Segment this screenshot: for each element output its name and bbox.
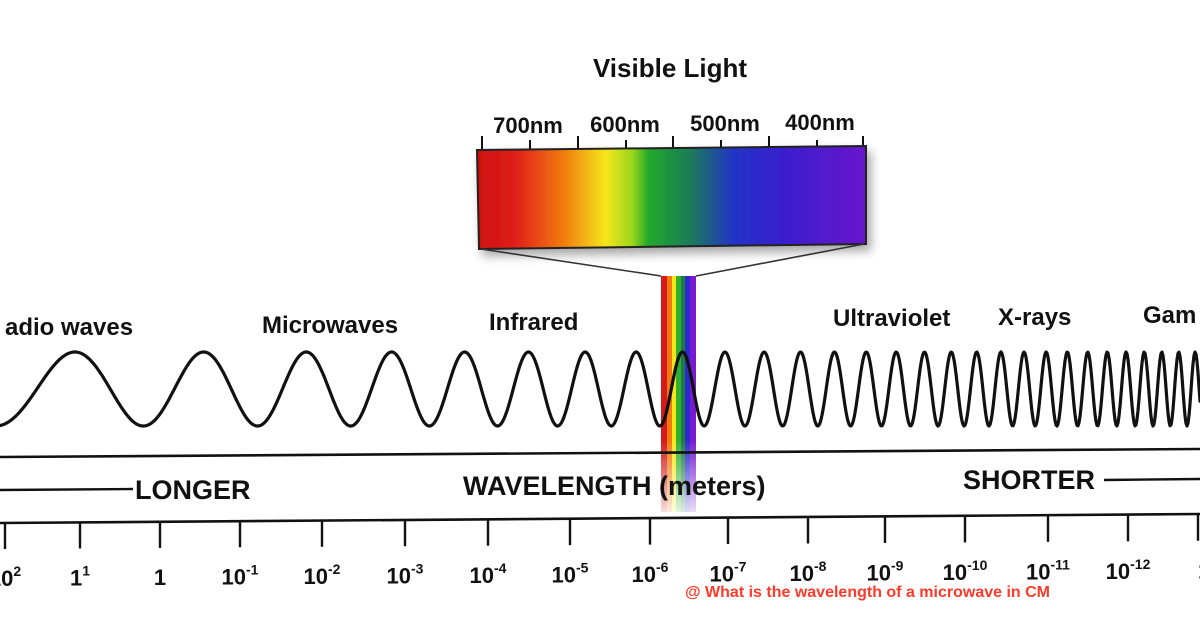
nm-label-700: 700nm [493, 113, 563, 138]
shorter-label: SHORTER [963, 465, 1095, 495]
longer-label: LONGER [135, 475, 251, 505]
axis-tick-label: 10-4 [470, 560, 507, 588]
axis-tick-label: 10-6 [632, 559, 669, 587]
axis-tick-label: 10-7 [710, 559, 747, 587]
axis-tick-label: 10 [1198, 559, 1200, 584]
axis-tick-label: 10-3 [387, 561, 424, 589]
direction-lines [0, 477, 1200, 492]
nm-label-600: 600nm [590, 112, 660, 137]
axis-band [0, 447, 1200, 525]
axis-tick-label: 10-2 [304, 561, 341, 589]
nm-label-400: 400nm [785, 110, 855, 135]
band-labels: adio waves Microwaves Infrared Ultraviol… [5, 302, 1196, 341]
em-wave [0, 350, 1200, 428]
spectrum-funnel [480, 243, 865, 277]
visible-light-title: Visible Light [593, 53, 747, 83]
axis-tick-label: 102 [0, 563, 21, 591]
axis-tick-label: 10-1 [222, 562, 259, 590]
axis-tick-label: 11 [70, 563, 90, 591]
band-gamma: Gam [1143, 302, 1196, 329]
axis-tick-label: 10-5 [552, 560, 589, 588]
axis-tick-label: 10-11 [1026, 557, 1070, 585]
axis-tick-label: 10-12 [1106, 556, 1151, 584]
band-radio-waves: adio waves [5, 314, 133, 341]
axis-tick-label: 10-8 [790, 558, 827, 586]
band-ultraviolet: Ultraviolet [833, 305, 950, 332]
band-microwaves: Microwaves [262, 312, 398, 339]
axis-tick-label: 10-10 [943, 557, 988, 585]
axis-tick-label: 10-9 [867, 558, 904, 586]
visible-spectrum-box [475, 144, 867, 251]
band-infrared: Infrared [489, 309, 578, 336]
axis-tick-label: 1 [154, 565, 166, 590]
wavelength-axis-title: WAVELENGTH (meters) [463, 471, 766, 501]
watermark-caption: @ What is the wavelength of a microwave … [685, 584, 1050, 601]
nm-label-500: 500nm [690, 111, 760, 136]
wavelength-ticks: 10211110-110-210-310-410-510-610-710-810… [0, 513, 1200, 591]
band-x-rays: X-rays [998, 304, 1071, 331]
nm-scale: 700nm 600nm 500nm 400nm [493, 110, 855, 138]
